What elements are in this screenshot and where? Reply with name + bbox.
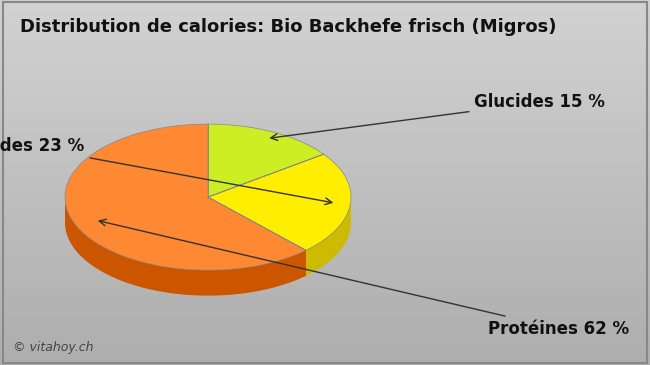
PathPatch shape xyxy=(208,154,351,250)
Polygon shape xyxy=(208,197,306,276)
Polygon shape xyxy=(306,198,351,276)
Text: Distribution de calories: Bio Backhefe frisch (Migros): Distribution de calories: Bio Backhefe f… xyxy=(20,18,556,36)
Polygon shape xyxy=(208,197,306,276)
PathPatch shape xyxy=(65,124,306,270)
PathPatch shape xyxy=(208,124,324,197)
Text: Glucides 15 %: Glucides 15 % xyxy=(270,93,605,141)
Polygon shape xyxy=(65,197,306,296)
Text: © vitahoy.ch: © vitahoy.ch xyxy=(13,341,94,354)
Text: Lipides 23 %: Lipides 23 % xyxy=(0,137,332,204)
Text: Protéines 62 %: Protéines 62 % xyxy=(99,219,629,338)
